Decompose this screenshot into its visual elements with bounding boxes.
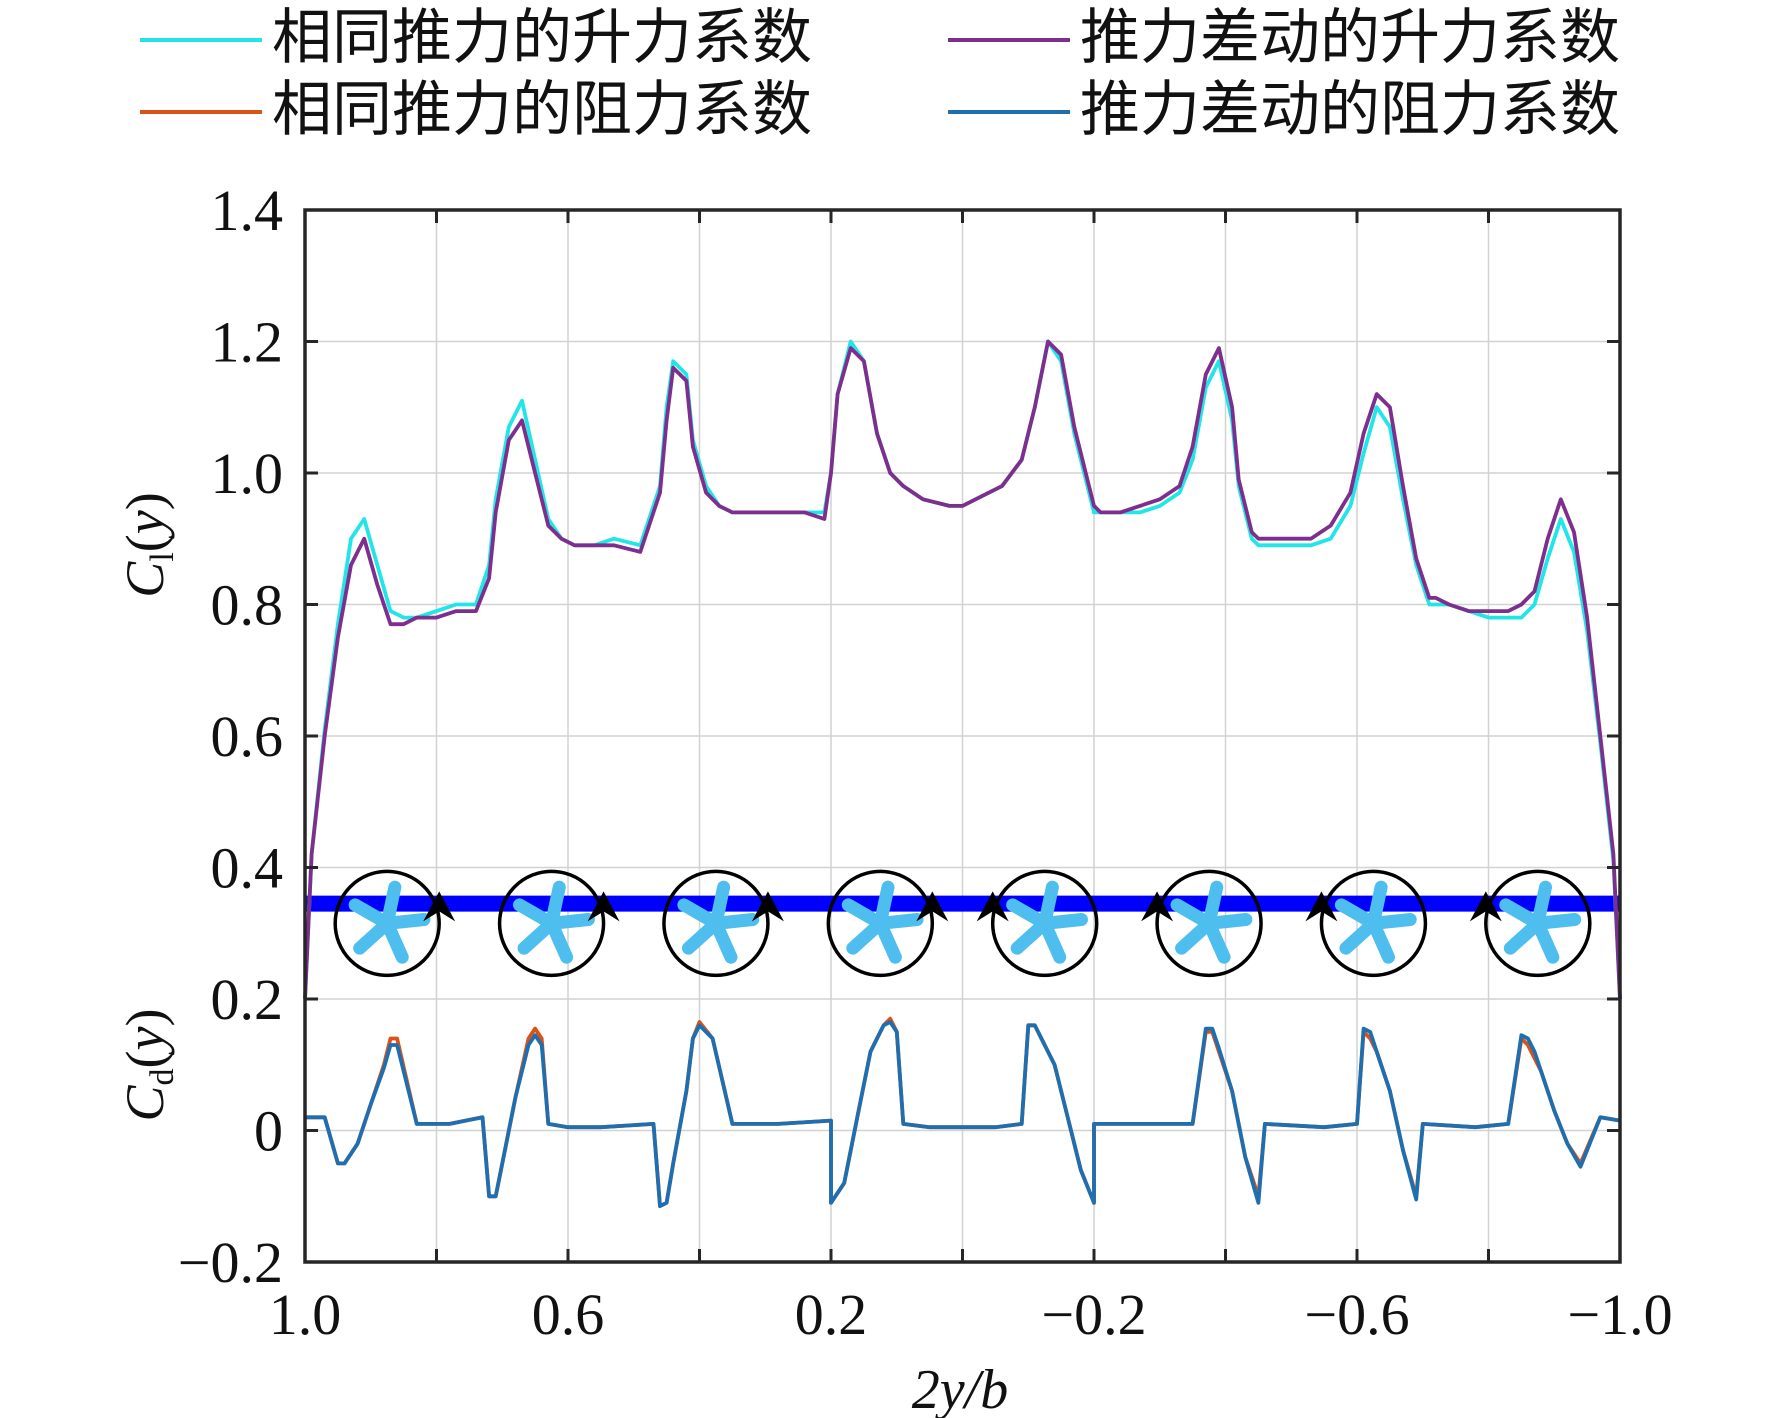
legend-entry-drag-same: 相同推力的阻力系数 (140, 75, 812, 145)
legend-entry-drag-diff: 推力差动的阻力系数 (948, 75, 1620, 145)
x-tick-label-8: −0.6 (1304, 1282, 1409, 1347)
rotation-arrow-icon-4 (916, 891, 949, 922)
y-axis-label-lift: Cl(y) (115, 492, 181, 597)
propeller-layer (333, 869, 1592, 978)
propeller-5 (976, 869, 1099, 978)
legend-label-drag-same: 相同推力的阻力系数 (272, 75, 812, 145)
legend-label-lift-same: 相同推力的升力系数 (272, 3, 812, 73)
rotation-arrow-icon-8 (1469, 891, 1502, 922)
rotation-arrow-icon-6 (1141, 891, 1174, 922)
propeller-1 (333, 869, 456, 978)
x-tick-label-4: 0.2 (795, 1282, 868, 1347)
x-tick-label-10: −1.0 (1567, 1282, 1672, 1347)
legend-entry-lift-diff: 推力差动的升力系数 (948, 3, 1620, 73)
propeller-8 (1469, 869, 1592, 978)
x-tick-label-6: −0.2 (1041, 1282, 1146, 1347)
y-tick-label-1: 0 (254, 1099, 283, 1164)
y-tick-label-8: 1.4 (211, 178, 284, 243)
propeller-6 (1141, 869, 1263, 978)
series-layer (303, 339, 1622, 1208)
propeller-hub-6 (1199, 913, 1220, 934)
y-tick-label-0: −0.2 (178, 1230, 283, 1295)
propeller-hub-5 (1034, 913, 1055, 934)
y-tick-label-4: 0.6 (211, 704, 284, 769)
propeller-2 (497, 869, 620, 978)
rotation-arrow-icon-1 (423, 891, 456, 922)
rotation-arrow-icon-7 (1305, 891, 1338, 922)
legend-label-lift-diff: 推力差动的升力系数 (1080, 3, 1620, 73)
y-tick-label-2: 0.2 (211, 967, 284, 1032)
y-tick-label-3: 0.4 (211, 836, 284, 901)
propeller-4 (826, 869, 949, 978)
propeller-ring-6 (1155, 869, 1263, 978)
y-tick-label-5: 0.8 (211, 573, 284, 638)
rotation-arrow-icon-2 (587, 891, 620, 922)
propeller-hub-7 (1363, 913, 1384, 934)
rotation-arrow-icon-5 (976, 891, 1009, 922)
y-tick-label-7: 1.2 (211, 310, 284, 375)
propeller-7 (1305, 869, 1428, 978)
propeller-ring-7 (1319, 869, 1428, 978)
propeller-hub-4 (870, 913, 891, 934)
propeller-hub-3 (705, 913, 726, 934)
propeller-ring-1 (333, 869, 441, 978)
axes-layer (303, 208, 1622, 1264)
legend-entry-lift-same: 相同推力的升力系数 (140, 3, 812, 73)
propeller-hub-8 (1527, 913, 1548, 934)
legend-label-drag-diff: 推力差动的阻力系数 (1080, 75, 1620, 145)
x-axis-label: 2y/b (912, 1359, 1008, 1418)
propeller-ring-5 (990, 869, 1099, 978)
series-line-4 (305, 1020, 1621, 1208)
tick-labels: 1.0 0.6 0.2 −0.2 −0.6 −1.0 −0.2 0 0.2 0.4 0.6 0.8 1.… (178, 178, 1673, 1347)
propeller-ring-3 (662, 869, 770, 978)
propeller-ring-8 (1484, 869, 1592, 978)
propeller-ring-4 (826, 869, 935, 978)
rotation-arrow-icon-3 (751, 891, 784, 922)
propeller-ring-2 (497, 869, 606, 978)
legend: 相同推力的升力系数 推力差动的升力系数 相同推力的阻力系数 推力差动的阻力系数 (140, 3, 1620, 145)
propeller-3 (662, 869, 784, 978)
y-tick-label-6: 1.0 (211, 441, 284, 506)
x-tick-label-2: 0.6 (532, 1282, 605, 1347)
series-line-2 (303, 339, 1622, 1000)
propeller-hub-2 (541, 913, 562, 934)
x-tick-label-0: 1.0 (269, 1282, 342, 1347)
y-axis-label-drag: Cd(y) (115, 1009, 181, 1122)
propeller-hub-1 (377, 913, 398, 934)
